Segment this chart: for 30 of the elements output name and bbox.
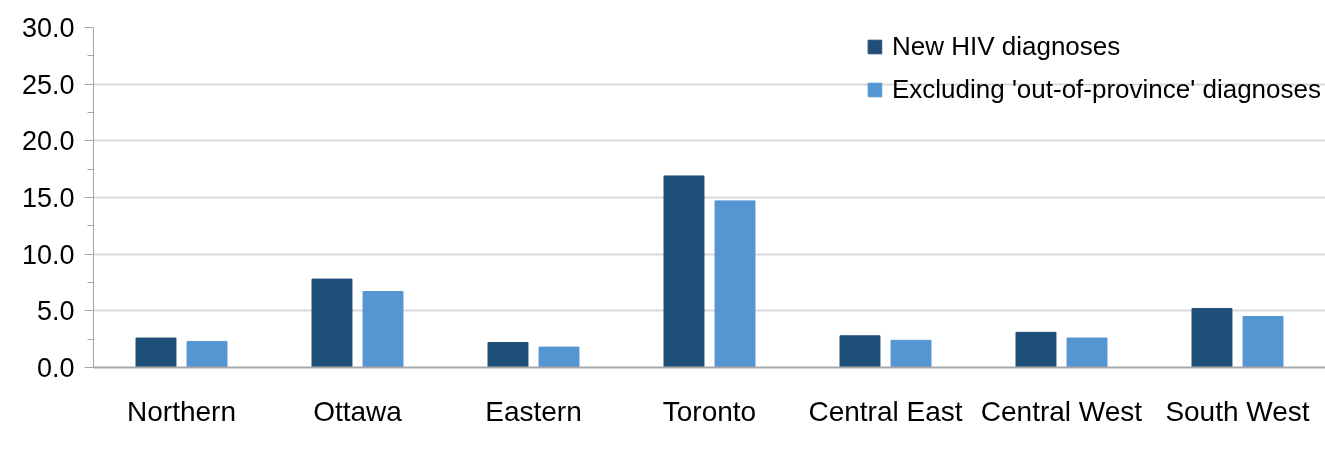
- bar: [1015, 331, 1057, 368]
- y-tick-label: 25.0: [21, 69, 75, 100]
- x-tick-label: Central East: [808, 395, 963, 427]
- y-tick-label: 10.0: [21, 239, 75, 270]
- bar: [890, 339, 932, 368]
- x-tick-label: South West: [1165, 395, 1310, 427]
- bar: [362, 291, 404, 368]
- x-tick-label: Ottawa: [313, 395, 403, 427]
- x-tick-label: Toronto: [662, 395, 757, 427]
- x-tick-label: Northern: [127, 395, 236, 427]
- bar: [186, 340, 228, 368]
- y-tick-label: 5.0: [36, 296, 75, 327]
- bar: [663, 175, 705, 368]
- bar: [1242, 316, 1284, 368]
- x-tick-label: Central West: [980, 395, 1143, 427]
- legend-label: New HIV diagnoses: [891, 31, 1121, 62]
- bar: [311, 278, 353, 368]
- bar: [1066, 337, 1108, 368]
- y-tick-label: 20.0: [21, 126, 75, 157]
- bar: [1191, 308, 1233, 368]
- bar: [135, 337, 177, 368]
- bar: [538, 346, 580, 368]
- y-tick-label: 30.0: [21, 13, 75, 43]
- bar: [714, 200, 756, 368]
- bar: [839, 335, 881, 368]
- bar: [487, 342, 529, 368]
- x-tick-label: Eastern: [485, 395, 582, 427]
- legend-label: Excluding 'out-of-province' diagnoses: [891, 74, 1321, 105]
- y-tick-label: 0.0: [36, 353, 75, 383]
- y-tick-label: 15.0: [21, 183, 75, 213]
